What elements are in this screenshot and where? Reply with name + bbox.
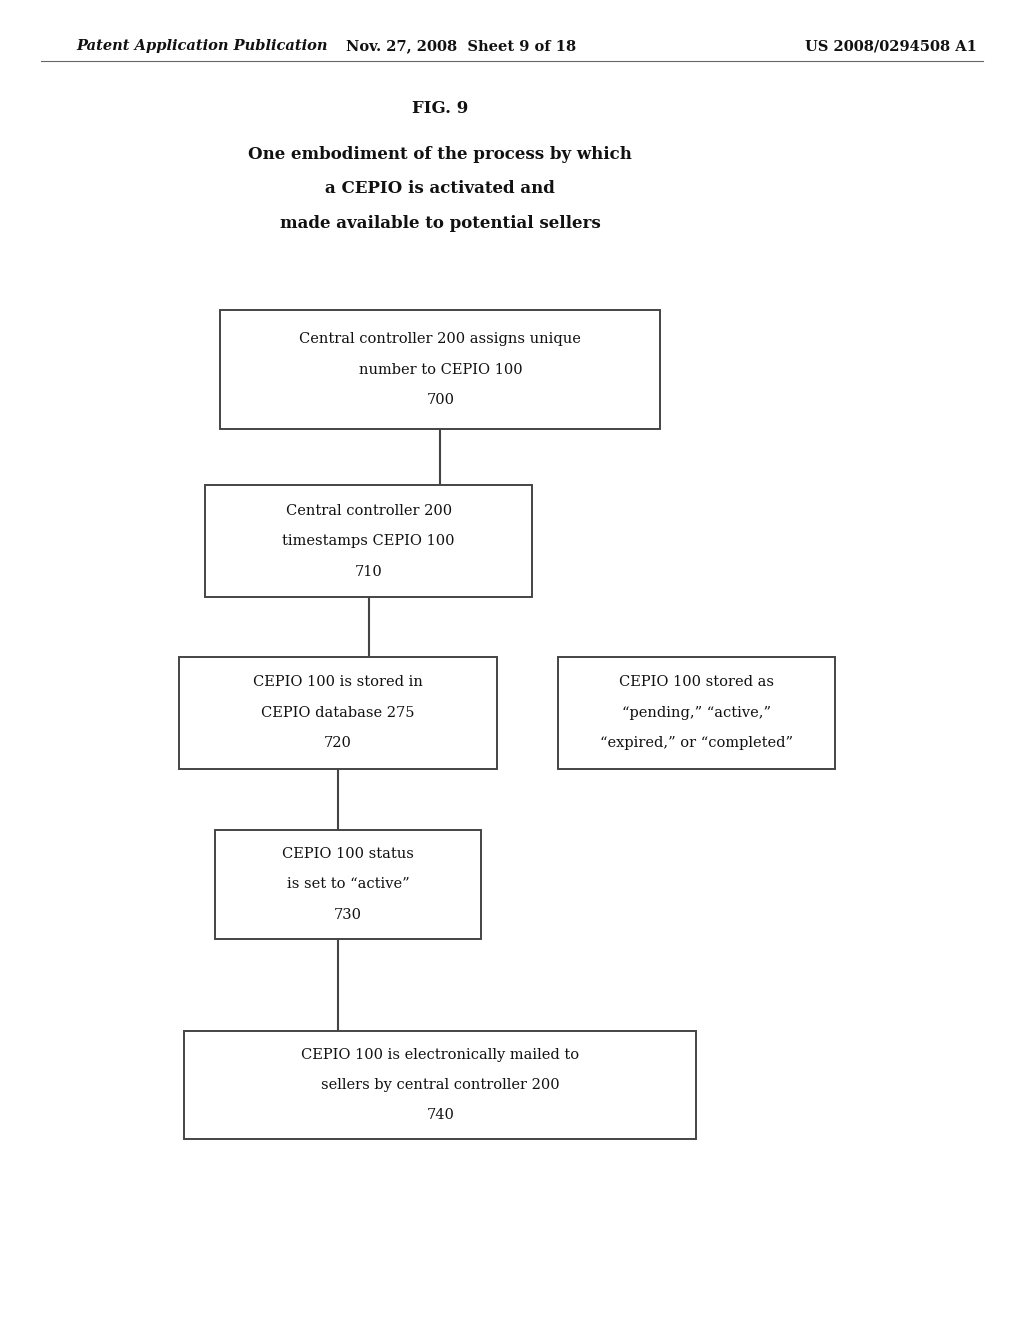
Text: “expired,” or “completed”: “expired,” or “completed” (600, 737, 793, 750)
Text: is set to “active”: is set to “active” (287, 878, 410, 891)
Text: 710: 710 (354, 565, 383, 578)
Text: 730: 730 (334, 908, 362, 921)
Text: number to CEPIO 100: number to CEPIO 100 (358, 363, 522, 376)
Text: Nov. 27, 2008  Sheet 9 of 18: Nov. 27, 2008 Sheet 9 of 18 (346, 40, 575, 53)
Text: CEPIO 100 is electronically mailed to: CEPIO 100 is electronically mailed to (301, 1048, 580, 1061)
Bar (205, 486, 532, 597)
Text: CEPIO 100 stored as: CEPIO 100 stored as (618, 676, 774, 689)
Text: FIG. 9: FIG. 9 (413, 100, 468, 116)
Text: Central controller 200: Central controller 200 (286, 504, 452, 517)
Text: sellers by central controller 200: sellers by central controller 200 (321, 1078, 560, 1092)
Text: CEPIO database 275: CEPIO database 275 (261, 706, 415, 719)
Text: “pending,” “active,”: “pending,” “active,” (622, 706, 771, 719)
Text: made available to potential sellers: made available to potential sellers (280, 215, 601, 231)
Text: 700: 700 (426, 393, 455, 407)
Text: Patent Application Publication: Patent Application Publication (77, 40, 329, 53)
Text: timestamps CEPIO 100: timestamps CEPIO 100 (283, 535, 455, 548)
Text: US 2008/0294508 A1: US 2008/0294508 A1 (805, 40, 977, 53)
Bar (215, 830, 481, 939)
Bar (179, 656, 497, 768)
Text: Central controller 200 assigns unique: Central controller 200 assigns unique (299, 333, 582, 346)
Bar (558, 656, 835, 768)
Bar (220, 310, 660, 429)
Text: 740: 740 (426, 1109, 455, 1122)
Text: One embodiment of the process by which: One embodiment of the process by which (249, 147, 632, 162)
Text: a CEPIO is activated and: a CEPIO is activated and (326, 181, 555, 197)
Text: CEPIO 100 status: CEPIO 100 status (283, 847, 414, 861)
Bar (184, 1031, 696, 1139)
Text: CEPIO 100 is stored in: CEPIO 100 is stored in (253, 676, 423, 689)
Text: 720: 720 (324, 737, 352, 750)
